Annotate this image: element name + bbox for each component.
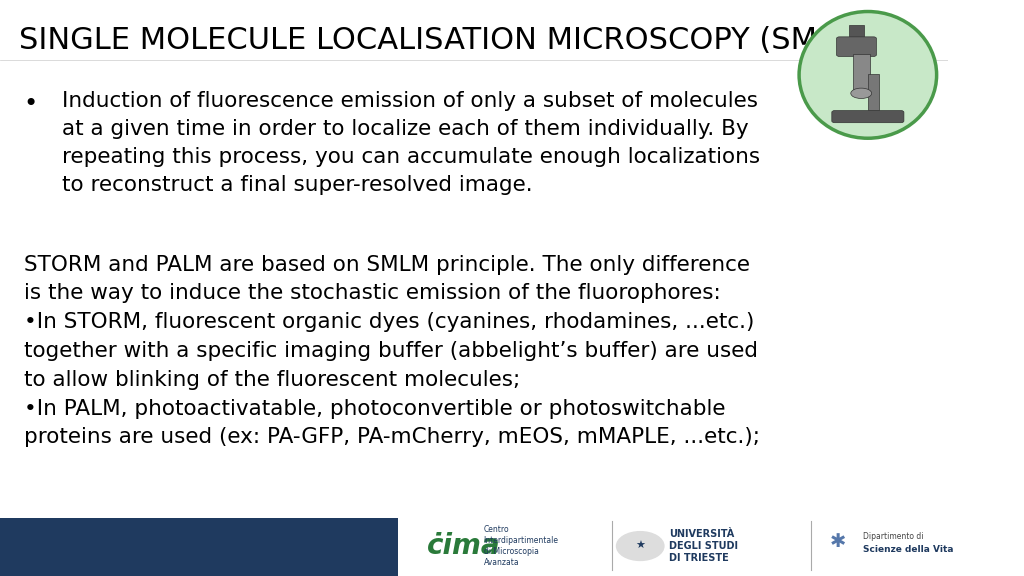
FancyBboxPatch shape (849, 25, 864, 41)
Text: Induction of fluorescence emission of only a subset of molecules
at a given time: Induction of fluorescence emission of on… (61, 91, 760, 195)
FancyBboxPatch shape (837, 37, 877, 56)
Ellipse shape (799, 12, 937, 138)
Circle shape (616, 532, 664, 560)
Text: Dipartimento di: Dipartimento di (863, 532, 924, 541)
FancyBboxPatch shape (0, 518, 398, 576)
FancyBboxPatch shape (853, 54, 869, 93)
Text: UNIVERSITÀ
DEGLI STUDI
DI TRIESTE: UNIVERSITÀ DEGLI STUDI DI TRIESTE (669, 529, 737, 563)
FancyBboxPatch shape (868, 74, 880, 110)
Text: Scienze della Vita: Scienze della Vita (863, 545, 953, 554)
Text: •: • (24, 92, 38, 116)
Text: ċima: ċima (427, 532, 501, 560)
Text: ✱: ✱ (829, 532, 846, 551)
Text: SINGLE MOLECULE LOCALISATION MICROSCOPY (SMLM): SINGLE MOLECULE LOCALISATION MICROSCOPY … (19, 26, 872, 55)
Text: Centro
Interdipartimentale
di Microscopia
Avanzata: Centro Interdipartimentale di Microscopi… (483, 525, 559, 567)
FancyBboxPatch shape (831, 111, 904, 123)
Text: STORM and PALM are based on SMLM principle. The only difference
is the way to in: STORM and PALM are based on SMLM princip… (24, 255, 760, 448)
Text: ★: ★ (635, 541, 645, 551)
Ellipse shape (851, 88, 871, 98)
